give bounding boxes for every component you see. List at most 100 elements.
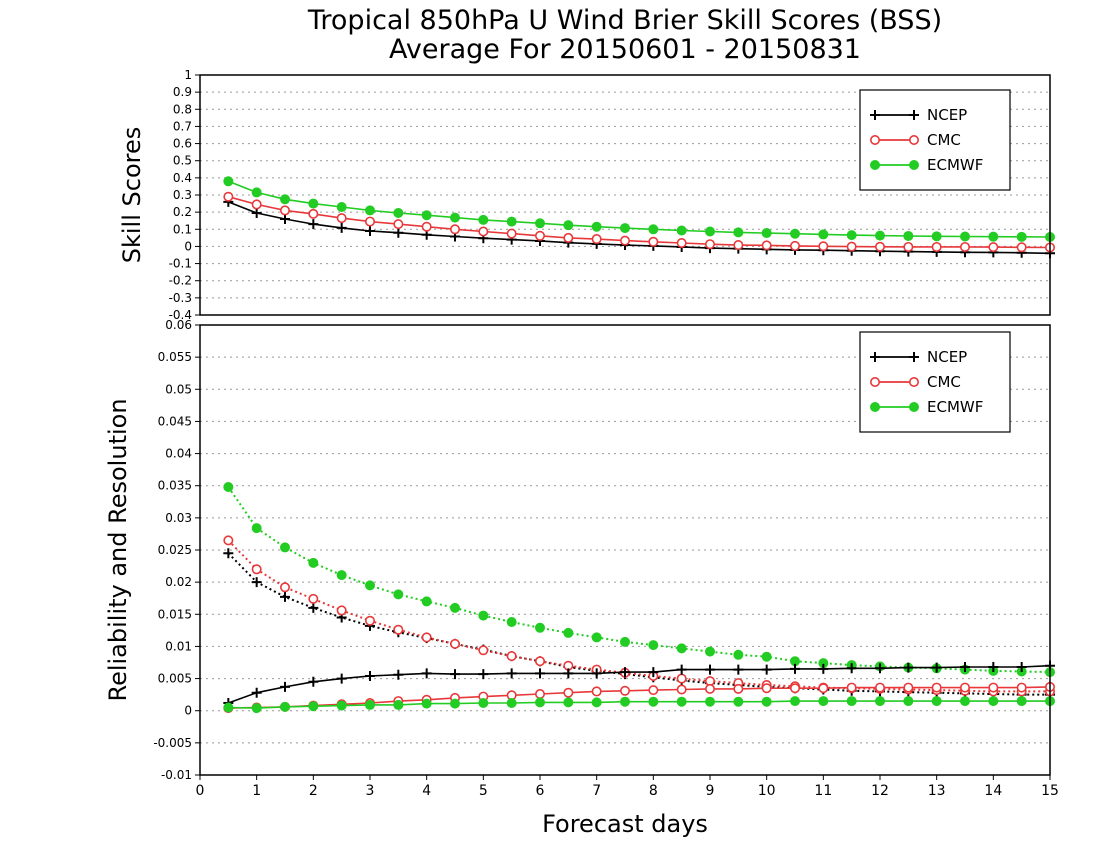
skill-legend-marker-ecmwf [870,160,880,170]
relres-legend-marker-ncep [909,352,919,362]
chart-title-line1: Tropical 850hPa U Wind Brier Skill Score… [307,5,942,36]
relres-cmc-resolution-point [534,656,545,667]
skill-legend-label-cmc: CMC [927,131,961,149]
relres-cmc-resolution-point [393,624,404,635]
skill-cmc-point [308,208,319,219]
skill-y-tick-label: 0.5 [173,154,192,168]
skill-cmc-point [534,230,545,241]
skill-cmc-point [449,224,460,235]
skill-ecmwf-point [648,224,659,235]
relres-ecmwf-resolution-point [676,643,687,654]
skill-y-tick-label: -0.3 [169,291,192,305]
relres-cmc-reliability-point [591,686,602,697]
relres-ncep-reliability-point [308,676,319,687]
skill-ecmwf-point [308,198,319,209]
relres-ecmwf-reliability-point [733,696,744,707]
relres-ecmwf-resolution-point [478,610,489,621]
x-tick-label: 4 [422,783,431,799]
relres-ncep-reliability-point [818,663,829,674]
skill-ecmwf-point [846,230,857,241]
skill-cmc-point [648,236,659,247]
relres-ecmwf-reliability-point [251,703,262,714]
relres-ncep-reliability-point [421,668,432,679]
skill-y-tick-label: -0.4 [169,308,192,322]
skill-legend-label-ncep: NCEP [927,106,967,124]
relres-y-tick-label: 0.04 [165,447,192,461]
relres-y-axis-label: Reliability and Resolution [104,398,132,701]
relres-ncep-reliability-point [393,669,404,680]
skill-ecmwf-point [875,230,885,241]
relres-ecmwf-reliability-point [818,696,829,707]
relres-ecmwf-reliability-point [903,696,914,707]
relres-ecmwf-reliability-point [450,698,460,709]
relres-cmc-resolution-point [251,564,262,575]
skill-legend-marker-ecmwf [909,160,919,170]
relres-cmc-reliability-point [988,682,999,693]
relres-legend-label-ncep: NCEP [927,348,967,366]
skill-cmc-point [903,241,914,252]
relres-y-tick-label: 0.01 [165,639,192,653]
relres-cmc-reliability-point [903,682,914,693]
skill-y-tick-label: 0.9 [173,85,192,99]
relres-cmc-reliability-point [534,688,545,699]
skill-y-tick-label: 0.8 [173,102,192,116]
relres-ncep-reliability-point [676,664,687,675]
reliability-resolution-panel: -0.01 -0.005 0 0.005 0.01 0.015 0.02 0.025 0.03 0… [104,318,1059,799]
skill-cmc-point [704,239,715,250]
relres-ecmwf-resolution-point [251,523,262,534]
x-tick-label: 11 [814,783,832,799]
relres-ncep-reliability-point [535,668,545,679]
skill-ecmwf-point [761,228,772,239]
relres-cmc-reliability-point [846,682,857,693]
relres-legend-label-cmc: CMC [927,373,961,391]
relres-ecmwf-resolution-line [227,486,1051,674]
skill-ncep-point [365,226,375,236]
relres-legend-marker-cmc [869,376,880,387]
skill-cmc-point [619,235,630,246]
skill-cmc-point [733,240,744,251]
relres-legend-marker-ecmwf [909,402,919,412]
skill-ncep-point [393,227,404,238]
relres-ncep-reliability-point [648,667,659,678]
skill-legend-marker-cmc [869,135,880,146]
skill-cmc-point [506,228,517,239]
skill-ecmwf-point [1016,231,1027,242]
skill-ecmwf-point [280,194,290,205]
skill-ncep-point [280,214,290,224]
relres-cmc-resolution-point [336,605,347,616]
skill-cmc-point [364,216,375,227]
x-tick-label: 13 [928,783,946,799]
relres-y-tick-label: 0.03 [165,511,192,525]
skill-ecmwf-point [478,214,489,225]
x-ticks: 0 1 2 3 4 5 6 7 8 9 10 11 12 13 14 15 [196,775,1059,799]
relres-cmc-resolution-point [308,593,319,604]
relres-ecmwf-reliability-point [1016,696,1027,707]
relres-ecmwf-reliability-point [761,696,772,707]
skill-cmc-point [279,205,290,216]
skill-ecmwf-point [903,230,914,241]
relres-ncep-reliability-point [620,667,630,678]
skill-cmc-line [228,195,1051,249]
relres-ecmwf-resolution-point [336,570,347,581]
relres-ecmwf-reliability-point [563,697,574,708]
relres-ncep-resolution-point [308,602,319,613]
relres-ecmwf-reliability-point [506,698,517,708]
relres-ncep-reliability-point [960,662,970,672]
relres-y-tick-label: -0.005 [153,736,192,750]
x-tick-label: 14 [984,783,1002,799]
relres-cmc-reliability-point [959,682,970,693]
relres-ecmwf-resolution-point [620,636,630,647]
relres-ecmwf-resolution-point [705,646,715,657]
skill-cmc-point [761,240,772,251]
relres-cmc-resolution-point [676,673,687,684]
relres-ecmwf-reliability-point [591,697,602,708]
x-tick-label: 7 [592,783,601,799]
skill-ncep-point [251,208,262,218]
skill-scores-panel: -0.4 -0.3 -0.2 -0.1 0 0.1 0.2 0.3 0.4 0.5 0.6 0.7 0.… [118,68,1056,322]
relres-cmc-resolution-point [506,651,517,662]
skill-cmc-point [959,241,970,252]
relres-legend-marker-ncep [870,352,880,362]
relres-cmc-resolution-line [227,539,1050,693]
relres-ecmwf-reliability-point [535,697,545,708]
